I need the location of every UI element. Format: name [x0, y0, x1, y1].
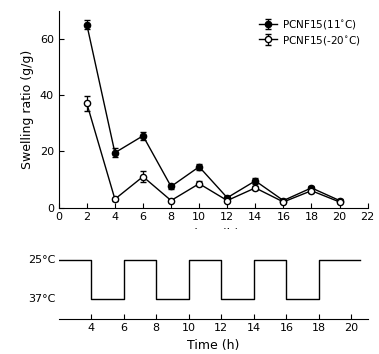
- X-axis label: Time (h): Time (h): [187, 228, 240, 241]
- Text: 25°C: 25°C: [28, 255, 56, 265]
- Y-axis label: Swelling ratio (g/g): Swelling ratio (g/g): [21, 50, 34, 169]
- X-axis label: Time (h): Time (h): [187, 339, 240, 352]
- Text: 37°C: 37°C: [28, 294, 56, 304]
- Legend: PCNF15(11$^{\circ}$C), PCNF15(-20$^{\circ}$C): PCNF15(11$^{\circ}$C), PCNF15(-20$^{\cir…: [257, 16, 362, 48]
